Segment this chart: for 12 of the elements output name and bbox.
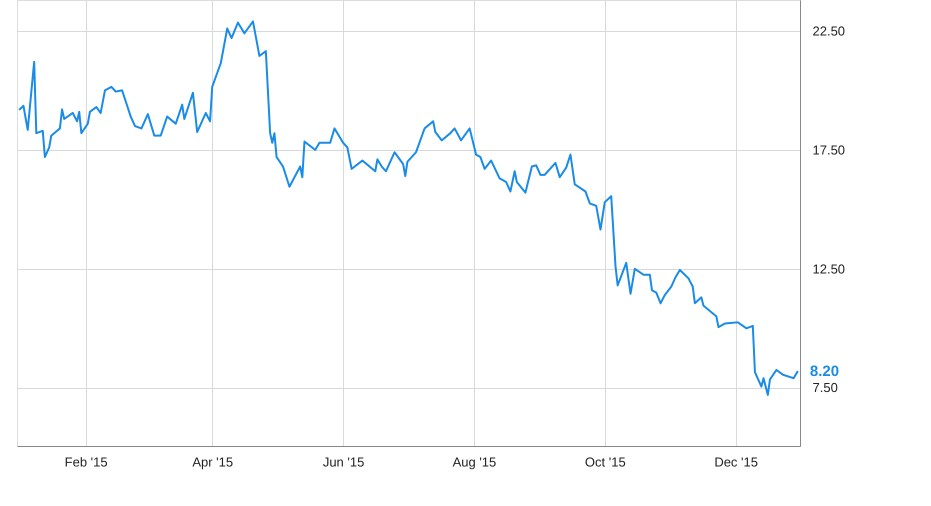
line-series bbox=[18, 20, 799, 396]
x-tick-label: Feb '15 bbox=[64, 454, 108, 470]
x-tick-label: Jun '15 bbox=[322, 454, 364, 470]
y-tick-label: 17.50 bbox=[812, 142, 846, 158]
annotation: 8.20 bbox=[810, 363, 840, 380]
x-tick-label: Apr '15 bbox=[192, 454, 234, 470]
x-tick-label: Aug '15 bbox=[452, 454, 496, 470]
y-tick-label: 12.50 bbox=[812, 261, 846, 276]
x-tick-label: Dec '15 bbox=[714, 454, 758, 470]
y-tick-label: 22.50 bbox=[812, 23, 846, 38]
x-tick-label: Oct '15 bbox=[584, 454, 626, 470]
y-tick-label: 7.50 bbox=[812, 380, 838, 396]
